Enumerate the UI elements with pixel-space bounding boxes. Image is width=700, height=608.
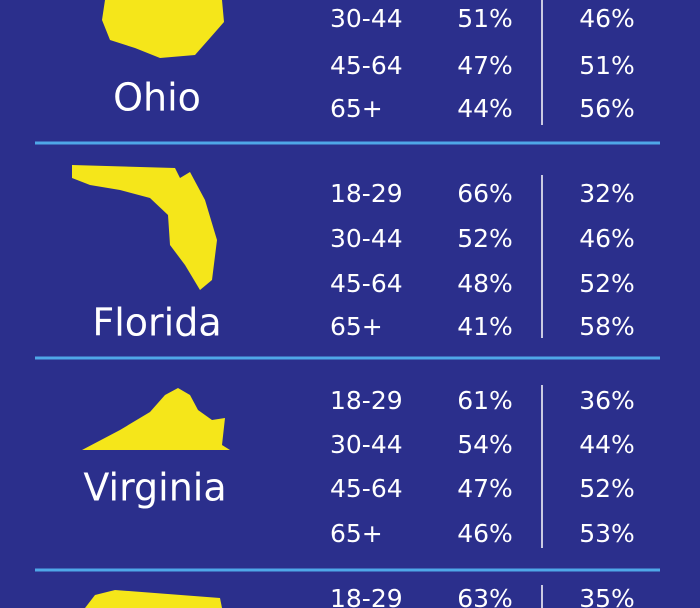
- age-group: 65+: [330, 94, 383, 123]
- state-name: Virginia: [83, 466, 226, 510]
- rep-share: 52%: [579, 474, 635, 503]
- florida-shape: [72, 165, 217, 290]
- rep-share: 53%: [579, 519, 635, 548]
- dem-share: 47%: [457, 51, 513, 80]
- dem-share: 63%: [457, 584, 513, 608]
- dem-share: 47%: [457, 474, 513, 503]
- dem-share: 46%: [457, 519, 513, 548]
- dem-share: 41%: [457, 312, 513, 341]
- rep-share: 58%: [579, 312, 635, 341]
- age-group: 30-44: [330, 4, 403, 33]
- rep-share: 46%: [579, 4, 635, 33]
- rep-share: 44%: [579, 430, 635, 459]
- dem-share: 44%: [457, 94, 513, 123]
- separators: [35, 141, 660, 572]
- state-name: Florida: [92, 301, 221, 345]
- dem-share: 66%: [457, 179, 513, 208]
- state-name: Ohio: [113, 76, 201, 120]
- age-group: 18-29: [330, 179, 403, 208]
- age-group: 45-64: [330, 474, 403, 503]
- age-group: 30-44: [330, 224, 403, 253]
- age-group: 30-44: [330, 430, 403, 459]
- state-shapes: [72, 0, 230, 608]
- rep-share: 52%: [579, 269, 635, 298]
- dem-share: 61%: [457, 386, 513, 415]
- age-group: 18-29: [330, 386, 403, 415]
- age-group: 65+: [330, 312, 383, 341]
- rep-share: 35%: [579, 584, 635, 608]
- rep-share: 32%: [579, 179, 635, 208]
- age-group: 45-64: [330, 51, 403, 80]
- rep-share: 56%: [579, 94, 635, 123]
- age-group: 65+: [330, 519, 383, 548]
- dem-share: 52%: [457, 224, 513, 253]
- ohio-shape: [102, 0, 224, 58]
- rep-share: 36%: [579, 386, 635, 415]
- age-group: 45-64: [330, 269, 403, 298]
- dem-share: 54%: [457, 430, 513, 459]
- rep-share: 51%: [579, 51, 635, 80]
- rep-share: 46%: [579, 224, 635, 253]
- virginia-shape: [82, 388, 230, 450]
- age-group: 18-29: [330, 584, 403, 608]
- dem-share: 51%: [457, 4, 513, 33]
- dem-share: 48%: [457, 269, 513, 298]
- next-state-shape: [85, 590, 222, 608]
